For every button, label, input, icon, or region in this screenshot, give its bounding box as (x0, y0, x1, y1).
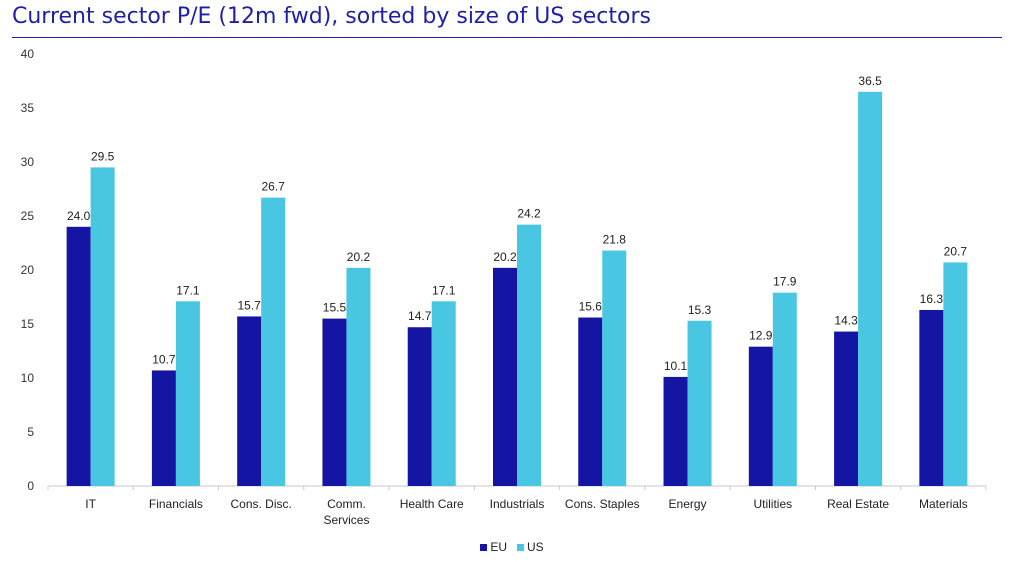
data-label-us: 15.3 (688, 303, 712, 317)
bar-eu (578, 317, 603, 486)
x-tick-label: Cons. Staples (565, 497, 640, 511)
x-tick-label: Financials (149, 497, 203, 511)
data-label-eu: 14.7 (408, 309, 432, 323)
legend-swatch-eu (480, 543, 488, 551)
bar-us (687, 320, 712, 486)
bar-eu (407, 327, 432, 486)
y-tick-label: 0 (27, 479, 34, 493)
y-tick-label: 10 (21, 371, 35, 385)
legend-label-us: US (527, 540, 544, 554)
data-label-us: 17.9 (773, 275, 797, 289)
data-label-us: 24.2 (517, 207, 541, 221)
y-tick-label: 20 (21, 263, 35, 277)
data-label-us: 36.5 (858, 74, 882, 88)
legend-item-us: US (517, 540, 544, 554)
bar-us (517, 224, 541, 486)
legend-swatch-us (517, 543, 524, 551)
data-label-eu: 15.6 (579, 300, 603, 314)
data-label-eu: 24.0 (67, 209, 91, 223)
y-tick-label: 25 (21, 209, 35, 223)
bar-us (858, 91, 883, 487)
data-label-eu: 20.2 (493, 250, 517, 264)
x-tick-label: Real Estate (827, 497, 889, 511)
data-label-us: 20.2 (347, 250, 371, 264)
x-tick-label: IT (85, 497, 96, 511)
title-divider (12, 37, 1002, 38)
data-label-eu: 12.9 (749, 329, 773, 343)
y-tick-label: 30 (21, 155, 35, 169)
bar-us (602, 250, 627, 486)
y-tick-label: 15 (21, 317, 35, 331)
data-label-us: 17.1 (432, 283, 456, 297)
data-label-eu: 10.7 (152, 352, 176, 366)
data-label-eu: 14.3 (834, 314, 858, 328)
bar-eu (151, 370, 176, 486)
data-label-eu: 15.5 (323, 301, 347, 315)
x-tick-label: Materials (919, 497, 968, 511)
bar-eu (237, 316, 262, 486)
bar-us (943, 262, 968, 486)
bar-eu (834, 331, 859, 486)
bar-us (772, 292, 797, 486)
bar-us (431, 301, 456, 486)
data-label-eu: 15.7 (238, 298, 262, 312)
x-tick-label: Cons. Disc. (231, 497, 292, 511)
bar-us (175, 301, 200, 486)
x-tick-label: Energy (669, 497, 707, 511)
bar-eu (663, 376, 688, 486)
data-label-us: 20.7 (944, 244, 968, 258)
y-tick-label: 5 (27, 425, 34, 439)
data-label-us: 17.1 (176, 283, 200, 297)
data-label-us: 21.8 (603, 233, 627, 247)
chart-title: Current sector P/E (12m fwd), sorted by … (12, 4, 651, 29)
legend-item-eu: EU (480, 540, 507, 554)
data-label-eu: 16.3 (920, 292, 944, 306)
x-tick-label: Health Care (400, 497, 464, 511)
bar-eu (66, 226, 91, 487)
y-tick-label: 35 (21, 101, 35, 115)
bar-eu (919, 309, 944, 486)
bar-us (261, 197, 286, 486)
bar-eu (493, 267, 517, 486)
bar-eu (748, 346, 773, 486)
x-tick-label: Comm. Services (323, 497, 369, 527)
x-tick-label: Industrials (490, 497, 545, 511)
bar-us (346, 267, 371, 486)
data-label-us: 26.7 (262, 180, 286, 194)
y-tick-label: 40 (21, 47, 35, 61)
bar-eu (322, 318, 347, 486)
data-label-us: 29.5 (91, 149, 115, 163)
data-label-eu: 10.1 (664, 359, 688, 373)
bar-chart: 0 5 10 15 20 25 30 35 40 24.0 29.5 IT 10.7 17.1 Financ… (21, 47, 987, 527)
x-tick-label: Utilities (753, 497, 792, 511)
legend: EU US (0, 540, 1024, 554)
legend-label-eu: EU (490, 540, 507, 554)
bar-us (90, 167, 115, 486)
